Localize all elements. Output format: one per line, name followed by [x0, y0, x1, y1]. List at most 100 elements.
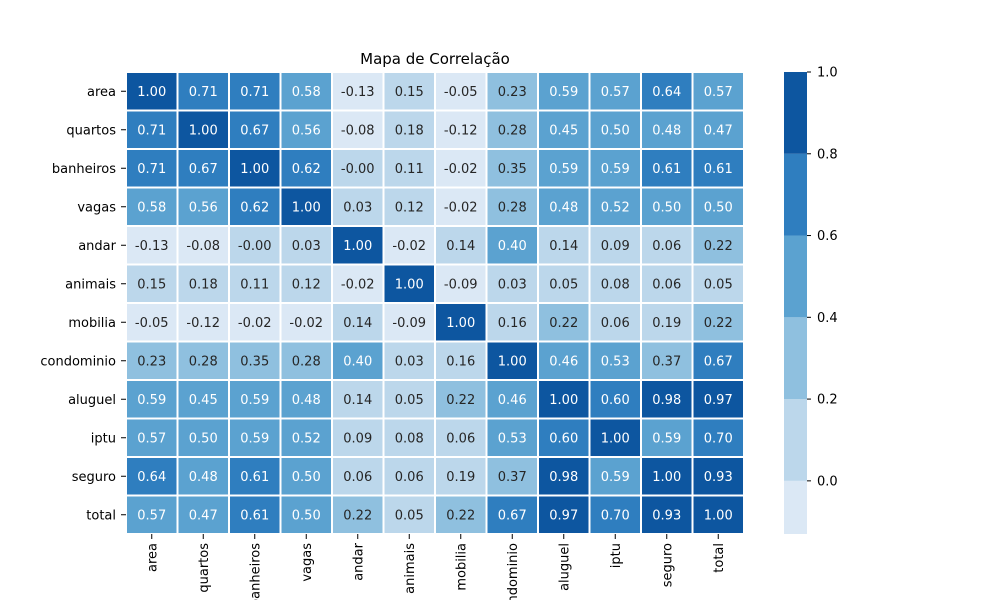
cell-value-label: 0.58 [137, 200, 166, 215]
colorbar-tick-label: 1.0 [817, 66, 838, 81]
x-tick-label-total: total [712, 543, 727, 573]
cell-value-label: 0.16 [446, 354, 475, 369]
x-tick-label-banheiros: banheiros [248, 543, 263, 600]
cell-value-label: 1.00 [498, 354, 527, 369]
cell-value-label: 0.11 [240, 277, 269, 292]
heatmap-cell-animais-condominio [485, 263, 539, 304]
heatmap-cell-quartos-vagas [279, 109, 333, 150]
heatmap-cell-aluguel-quartos [176, 379, 230, 420]
cell-value-label: 1.00 [395, 277, 424, 292]
cell-value-label: 0.70 [704, 431, 733, 446]
cell-value-label: 0.64 [652, 85, 681, 100]
cell-value-label: 0.05 [704, 277, 733, 292]
cell-value-label: 0.03 [343, 200, 372, 215]
x-tick-label-animais: animais [403, 543, 418, 594]
heatmap-cell-animais-area [125, 263, 179, 304]
cell-value-label: -0.05 [135, 316, 169, 331]
heatmap-cell-animais-total [691, 263, 745, 304]
cell-value-label: 0.14 [343, 316, 372, 331]
heatmap-cell-aluguel-mobilia [434, 379, 488, 420]
cell-value-label: -0.02 [444, 200, 478, 215]
y-tick-label-andar: andar [78, 239, 116, 254]
x-tick-label-quartos: quartos [197, 543, 212, 593]
cell-value-label: 0.45 [189, 393, 218, 408]
cell-value-label: 0.62 [240, 200, 269, 215]
cell-value-label: 0.59 [652, 431, 681, 446]
cell-value-label: 0.46 [549, 354, 578, 369]
cell-value-label: 0.50 [704, 200, 733, 215]
cell-value-label: -0.09 [444, 277, 478, 292]
colorbar-tick-label: 0.4 [817, 311, 838, 326]
cell-value-label: 0.09 [343, 431, 372, 446]
cell-value-label: 0.60 [549, 431, 578, 446]
cell-value-label: 1.00 [343, 239, 372, 254]
cell-value-label: 0.22 [446, 508, 475, 523]
cell-value-label: 0.37 [498, 470, 527, 485]
cell-value-label: 0.03 [498, 277, 527, 292]
heatmap-cell-mobilia-quartos [176, 302, 230, 343]
cell-value-label: 0.45 [549, 123, 578, 138]
x-tick-label-condominio: condominio [506, 543, 521, 600]
cell-value-label: 0.57 [137, 508, 166, 523]
cell-value-label: 0.50 [292, 508, 321, 523]
colorbar-segment [784, 235, 807, 318]
cell-value-label: 1.00 [240, 162, 269, 177]
heatmap-cell-mobilia-andar [331, 302, 385, 343]
cell-value-label: 0.53 [498, 431, 527, 446]
cell-value-label: -0.13 [135, 239, 169, 254]
cell-value-label: 0.59 [549, 85, 578, 100]
x-tick-label-iptu: iptu [609, 543, 624, 568]
cell-value-label: 0.28 [498, 200, 527, 215]
cell-value-label: 0.05 [395, 508, 424, 523]
colorbar: 0.0 0.2 0.4 0.6 0.8 1.0 [784, 66, 838, 534]
cell-value-label: -0.05 [444, 85, 478, 100]
cell-value-label: 1.00 [446, 316, 475, 331]
cell-value-label: 0.28 [189, 354, 218, 369]
cell-value-label: 0.98 [652, 393, 681, 408]
heatmap-cell-mobilia-mobilia [434, 302, 488, 343]
heatmap-cell-mobilia-iptu [588, 302, 642, 343]
cell-value-label: -0.02 [341, 277, 375, 292]
cell-value-label: 0.08 [395, 431, 424, 446]
y-tick-label-quartos: quartos [66, 123, 116, 138]
cell-value-label: 0.56 [292, 123, 321, 138]
cell-value-label: 0.22 [704, 239, 733, 254]
heatmap-cell-aluguel-animais [382, 379, 436, 420]
heatmap-cell-aluguel-total [691, 379, 745, 420]
heatmap-cell-condominio-vagas [279, 340, 333, 381]
cell-value-label: 0.09 [601, 239, 630, 254]
heatmap-cell-banheiros-andar [331, 148, 385, 189]
heatmap-cell-banheiros-total [691, 148, 745, 189]
cell-value-label: 0.57 [704, 85, 733, 100]
cell-value-label: 0.18 [189, 277, 218, 292]
cell-value-label: -0.08 [341, 123, 375, 138]
cell-value-label: 0.15 [395, 85, 424, 100]
heatmap-cell-iptu-quartos [176, 417, 230, 458]
colorbar-segment [784, 399, 807, 481]
heatmap-cell-condominio-mobilia [434, 340, 488, 381]
heatmap-cell-vagas-aluguel [537, 186, 591, 227]
cell-value-label: 0.18 [395, 123, 424, 138]
chart-title: Mapa de Correlação [360, 50, 510, 68]
cell-value-label: 0.12 [292, 277, 321, 292]
cell-value-label: 0.35 [498, 162, 527, 177]
x-tick-label-aluguel: aluguel [557, 543, 572, 591]
cell-value-label: 0.59 [240, 393, 269, 408]
cell-value-label: 0.03 [395, 354, 424, 369]
cell-value-label: 0.71 [189, 85, 218, 100]
heatmap-cell-condominio-area [125, 340, 179, 381]
heatmap-cell-animais-vagas [279, 263, 333, 304]
cell-value-label: -0.13 [341, 85, 375, 100]
heatmap-cell-total-total [691, 494, 745, 535]
cell-value-label: 0.05 [549, 277, 578, 292]
cell-value-label: 0.97 [704, 393, 733, 408]
cell-value-label: 0.22 [704, 316, 733, 331]
heatmap-cell-vagas-area [125, 186, 179, 227]
heatmap-cell-aluguel-banheiros [228, 379, 282, 420]
cell-value-label: 0.06 [652, 277, 681, 292]
cell-value-label: -0.02 [392, 239, 426, 254]
cell-value-label: 1.00 [704, 508, 733, 523]
x-tick-label-seguro: seguro [660, 543, 675, 587]
cell-value-label: 0.47 [704, 123, 733, 138]
y-tick-label-vagas: vagas [77, 200, 116, 215]
